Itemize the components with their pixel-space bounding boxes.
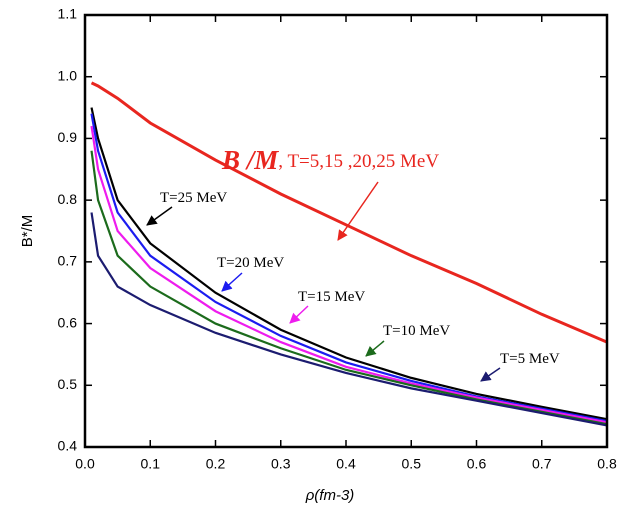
arrow (221, 272, 243, 292)
series-name: T=5 MeV (500, 351, 560, 367)
x-tick-label: 0.6 (467, 456, 487, 472)
x-tick-label: 0.2 (206, 456, 226, 472)
series-label: B /M, T=5,15 ,20,25 MeV (221, 145, 439, 175)
x-tick-label: 0.7 (532, 456, 552, 472)
series-line (90, 107, 608, 421)
x-tick-label: 0.5 (402, 456, 422, 472)
series-line (90, 81, 608, 344)
y-tick-label: 0.5 (58, 376, 78, 392)
series-name: T=20 MeV (217, 255, 284, 271)
series-name: T=15 MeV (298, 289, 365, 305)
series-label: T=15 MeV (298, 289, 365, 305)
series-name: B /M (221, 145, 279, 175)
series-label: T=20 MeV (217, 255, 284, 271)
y-tick-label: 1.0 (58, 67, 78, 83)
x-tick-label: 0.4 (336, 456, 356, 472)
series-note: , T=5,15 ,20,25 MeV (278, 151, 439, 172)
series-label: T=25 MeV (160, 190, 227, 206)
plot-frame (83, 13, 609, 449)
series-line (90, 212, 608, 427)
x-tick-label: 0.8 (597, 456, 617, 472)
series-name: T=25 MeV (160, 190, 227, 206)
x-tick-label: 0.3 (271, 456, 291, 472)
y-tick-label: 0.7 (58, 253, 78, 269)
series-line (90, 150, 608, 426)
x-tick-label: 0.0 (75, 456, 95, 472)
series-line (90, 125, 608, 424)
y-tick-label: 0.6 (58, 314, 78, 330)
y-axis-label: B*/M (19, 215, 36, 248)
x-axis-label: ρ(fm-3) (305, 487, 355, 504)
x-tick-label: 0.1 (141, 456, 161, 472)
arrow (337, 181, 379, 241)
series-label: T=5 MeV (500, 351, 560, 367)
arrow (289, 305, 309, 324)
series-label: T=10 MeV (383, 323, 450, 339)
arrow (480, 367, 501, 382)
y-tick-label: 0.8 (58, 191, 78, 207)
y-tick-label: 1.1 (58, 6, 78, 22)
y-tick-label: 0.9 (58, 129, 78, 145)
series-name: T=10 MeV (383, 323, 450, 339)
y-tick-label: 0.4 (58, 438, 78, 454)
arrow (365, 340, 385, 357)
series-line (90, 113, 608, 423)
arrow (146, 206, 173, 226)
